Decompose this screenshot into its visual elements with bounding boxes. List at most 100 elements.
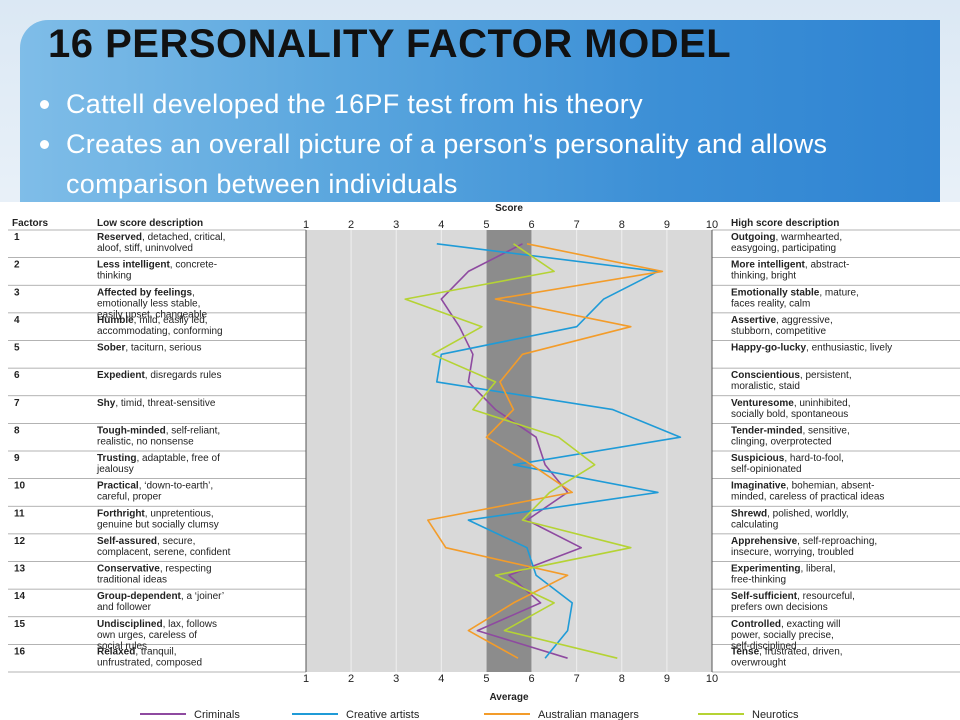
legend-label-creative-artists: Creative artists [346, 709, 420, 720]
low-score-text: , concrete- [170, 260, 217, 271]
tick-label-top: 1 [303, 219, 309, 231]
high-score-text: , hard-to-fool, [784, 453, 843, 464]
high-score-keyword: More intelligent [731, 260, 806, 271]
factor-number: 2 [14, 260, 20, 271]
high-score-keyword: Imaginative [731, 481, 786, 492]
tick-label-bottom: 4 [438, 673, 444, 685]
bullet-icon [40, 140, 49, 149]
low-score-line2: traditional ideas [97, 575, 167, 586]
low-score-text: , secure, [157, 536, 195, 547]
high-score-keyword: Suspicious [731, 453, 785, 464]
low-score-keyword: Relaxed [97, 646, 135, 657]
high-score-text: , aggressive, [776, 315, 833, 326]
factor-number: 12 [14, 536, 26, 547]
axis-title-score: Score [495, 203, 523, 214]
low-score-line2: unfrustrated, composed [97, 657, 202, 668]
low-score-keyword: Sober [97, 343, 125, 354]
tick-label-top: 10 [706, 219, 718, 231]
high-score-line2: prefers own decisions [731, 602, 828, 613]
high-score-text: , enthusiastic, lively [806, 343, 892, 354]
tick-label-bottom: 5 [483, 673, 489, 685]
high-score-text: , polished, worldly, [767, 508, 849, 519]
high-score-line2: free-thinking [731, 575, 786, 586]
high-score-text: , abstract- [805, 260, 849, 271]
bullet-text: Creates an overall picture of a person’s… [66, 129, 828, 199]
high-score-keyword: Experimenting [731, 564, 800, 575]
legend-label-criminals: Criminals [194, 709, 240, 720]
high-score-keyword: Outgoing [731, 232, 775, 243]
high-score-line2: moralistic, staid [731, 381, 800, 392]
high-score-keyword: Happy-go-lucky [731, 343, 806, 354]
low-score-description: Less intelligent, concrete- [97, 260, 217, 271]
high-score-description: Outgoing, warmhearted, [731, 232, 842, 243]
legend-label-neurotics: Neurotics [752, 709, 799, 720]
low-score-line2: own urges, careless of [97, 630, 197, 641]
high-score-description: Conscientious, persistent, [731, 370, 852, 381]
low-score-description: Practical, ‘down-to-earth’, [97, 481, 213, 492]
high-score-line2: socially bold, spontaneous [731, 409, 848, 420]
low-score-text: , a ‘joiner’ [181, 591, 224, 602]
low-score-keyword: Self-assured [97, 536, 157, 547]
high-score-text: , mature, [819, 287, 858, 298]
high-score-description: Imaginative, bohemian, absent- [731, 481, 874, 492]
low-score-keyword: Trusting [97, 453, 136, 464]
low-score-description: Reserved, detached, critical, [97, 232, 225, 243]
low-score-line2: emotionally less stable, [97, 298, 200, 309]
low-score-description: Forthright, unpretentious, [97, 508, 214, 519]
high-score-line2: insecure, worrying, troubled [731, 547, 854, 558]
low-score-line2: complacent, serene, confident [97, 547, 231, 558]
low-score-text: , detached, critical, [142, 232, 225, 243]
high-score-keyword: Conscientious [731, 370, 800, 381]
high-score-description: Tense, frustrated, driven, [731, 646, 843, 657]
high-score-description: More intelligent, abstract- [731, 260, 849, 271]
header-high: High score description [731, 218, 839, 229]
high-score-text: , sensitive, [802, 425, 849, 436]
tick-label-bottom: 2 [348, 673, 354, 685]
high-score-text: , liberal, [800, 564, 835, 575]
low-score-keyword: Practical [97, 481, 139, 492]
low-score-keyword: Reserved [97, 232, 142, 243]
factor-number: 7 [14, 398, 20, 409]
high-score-keyword: Shrewd [731, 508, 767, 519]
low-score-description: Group-dependent, a ‘joiner’ [97, 591, 224, 602]
high-score-keyword: Tense [731, 646, 760, 657]
high-score-description: Experimenting, liberal, [731, 564, 835, 575]
high-score-line2: overwrought [731, 657, 786, 668]
low-score-text: , timid, threat-sensitive [115, 398, 215, 409]
factor-number: 5 [14, 343, 20, 354]
low-score-text: , self-reliant, [166, 425, 220, 436]
high-score-keyword: Emotionally stable [731, 287, 820, 298]
high-score-keyword: Controlled [731, 619, 781, 630]
tick-label-bottom: 1 [303, 673, 309, 685]
high-score-description: Shrewd, polished, worldly, [731, 508, 849, 519]
series-line-creative-artists [435, 243, 682, 659]
high-score-text: , uninhibited, [794, 398, 851, 409]
low-score-text: , disregards rules [145, 370, 222, 381]
low-score-text: , respecting [160, 564, 212, 575]
low-score-keyword: Affected by feelings [97, 287, 192, 298]
high-score-keyword: Assertive [731, 315, 776, 326]
low-score-keyword: Forthright [97, 508, 145, 519]
low-score-description: Conservative, respecting [97, 564, 212, 575]
tick-label-bottom: 8 [619, 673, 625, 685]
low-score-description: Shy, timid, threat-sensitive [97, 398, 216, 409]
high-score-line2: clinging, overprotected [731, 436, 832, 447]
tick-label-top: 5 [483, 219, 489, 231]
low-score-line2: genuine but socially clumsy [97, 519, 219, 530]
high-score-text: , warmhearted, [775, 232, 842, 243]
low-score-line2: realistic, no nonsense [97, 436, 194, 447]
low-score-keyword: Tough-minded [97, 425, 166, 436]
low-score-description: Relaxed, tranquil, [97, 646, 177, 657]
high-score-line2: stubborn, competitive [731, 326, 826, 337]
high-score-line2: power, socially precise, [731, 630, 834, 641]
slide-title: 16 PERSONALITY FACTOR MODEL [48, 22, 732, 66]
tick-label-top: 9 [664, 219, 670, 231]
high-score-description: Assertive, aggressive, [731, 315, 833, 326]
high-score-keyword: Venturesome [731, 398, 794, 409]
low-score-line2: and follower [97, 602, 152, 613]
low-score-keyword: Expedient [97, 370, 145, 381]
low-score-line2: accommodating, conforming [97, 326, 223, 337]
high-score-line2: easygoing, participating [731, 243, 836, 254]
factor-number: 9 [14, 453, 20, 464]
high-score-text: , resourceful, [797, 591, 855, 602]
